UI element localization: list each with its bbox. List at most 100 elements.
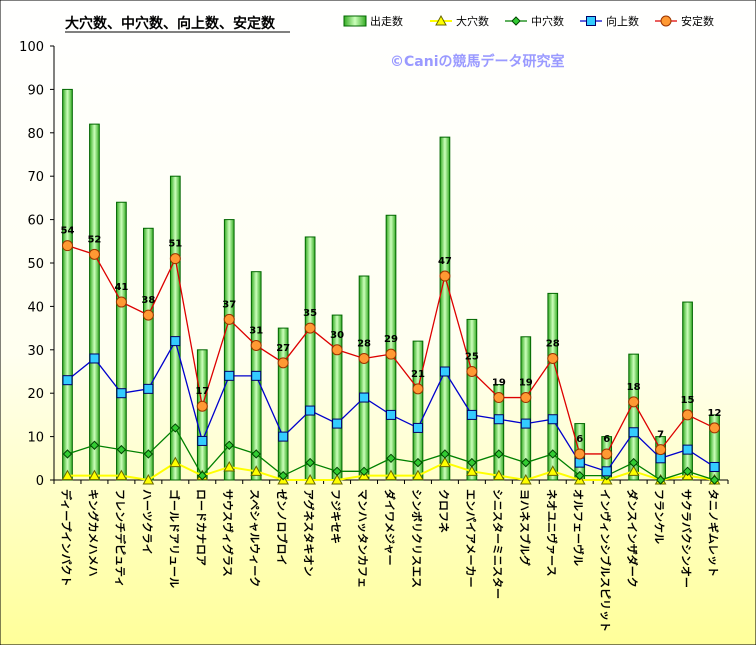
marker: [251, 370, 262, 381]
data-label: 52: [87, 234, 101, 245]
markers: [61, 240, 721, 485]
marker: [466, 366, 478, 377]
marker: [278, 431, 289, 442]
marker: [709, 475, 720, 485]
marker: [520, 418, 531, 429]
chart-title: 大穴数、中穴数、向上数、安定数: [65, 15, 276, 32]
category-label: フレンチデピュティ: [113, 489, 127, 587]
y-tick-label: 60: [27, 214, 44, 229]
category-label: エンパイアメーカー: [464, 489, 477, 587]
marker: [628, 457, 639, 468]
category-label: ロードカナロア: [194, 489, 207, 566]
category-label: シニスターミニスター: [491, 489, 504, 599]
category-label: ヨハネスブルグ: [518, 489, 532, 566]
data-label: 29: [384, 334, 398, 345]
watermark: ©Caniの競馬データ研究室: [390, 53, 565, 70]
marker: [304, 322, 316, 334]
marker: [439, 456, 451, 468]
marker: [709, 461, 720, 472]
y-tick-label: 10: [27, 431, 44, 446]
legend-marker: [660, 15, 672, 27]
category-label: ネオユニヴァース: [545, 489, 559, 576]
marker: [250, 465, 263, 476]
data-label: 38: [141, 295, 155, 306]
marker: [574, 448, 586, 460]
marker: [655, 444, 667, 456]
category-label: ハーツクライ: [140, 489, 153, 555]
marker: [116, 444, 127, 455]
bar: [466, 318, 478, 481]
marker: [385, 348, 397, 360]
marker: [250, 339, 262, 351]
legend-marker: [435, 14, 447, 26]
marker: [169, 456, 182, 468]
marker: [143, 383, 154, 394]
marker: [519, 473, 532, 485]
category-label: フランケル: [653, 489, 666, 544]
bar: [547, 292, 559, 481]
marker: [88, 248, 100, 260]
marker: [331, 344, 343, 356]
marker: [386, 409, 396, 420]
legend-swatch: [343, 15, 367, 27]
y-tick-label: 90: [27, 83, 44, 98]
marker: [709, 422, 721, 434]
marker: [89, 440, 100, 450]
y-tick-label: 80: [27, 127, 44, 142]
marker: [223, 460, 236, 472]
category-label: タニノギムレット: [707, 489, 721, 577]
category-label: スペシャルウィーク: [248, 489, 261, 587]
marker: [682, 444, 693, 455]
marker: [332, 466, 342, 477]
data-label: 18: [627, 382, 641, 393]
marker: [358, 352, 370, 364]
marker: [385, 469, 397, 481]
marker: [223, 313, 235, 325]
marker: [197, 435, 208, 446]
marker: [224, 370, 235, 381]
y-tick-label: 50: [27, 257, 44, 272]
category-label: シンボリクリスエス: [410, 489, 424, 588]
marker: [439, 366, 450, 377]
marker: [305, 405, 316, 416]
marker: [547, 414, 558, 425]
marker: [412, 422, 423, 433]
marker: [224, 440, 234, 450]
marker: [682, 409, 694, 421]
marker: [143, 449, 154, 459]
data-label: 54: [61, 226, 75, 237]
data-label: 51: [168, 239, 182, 250]
marker: [169, 253, 181, 265]
legend-label: 向上数: [606, 14, 639, 28]
y-tick-label: 70: [27, 170, 44, 185]
marker: [115, 469, 128, 481]
data-label: 28: [357, 338, 371, 349]
marker: [492, 469, 505, 481]
bar: [439, 136, 451, 481]
marker: [331, 473, 343, 485]
data-label: 15: [681, 395, 695, 406]
category-label: ゼンノロブロイ: [275, 489, 289, 565]
marker: [601, 448, 613, 460]
marker: [115, 296, 127, 308]
marker: [493, 392, 505, 404]
marker: [251, 449, 261, 459]
data-label: 41: [114, 282, 128, 293]
legend-marker: [511, 16, 521, 26]
bar: [89, 123, 100, 481]
data-label: 6: [603, 434, 610, 445]
marker: [386, 453, 396, 464]
marker: [142, 309, 154, 321]
data-label: 31: [249, 325, 263, 336]
marker: [304, 473, 316, 485]
y-tick-label: 0: [36, 474, 44, 489]
marker: [196, 400, 208, 412]
marker: [548, 449, 558, 459]
data-label: 21: [411, 369, 425, 380]
marker: [574, 457, 585, 468]
data-labels: 54 52 41 38 51 17 37 31 27 35 30 28 29 21 47 25 19 19 28 6 6…: [61, 226, 722, 445]
category-label: ゴールドアリュール: [167, 489, 181, 588]
marker: [332, 418, 343, 429]
bar: [385, 214, 397, 481]
marker: [62, 449, 73, 459]
